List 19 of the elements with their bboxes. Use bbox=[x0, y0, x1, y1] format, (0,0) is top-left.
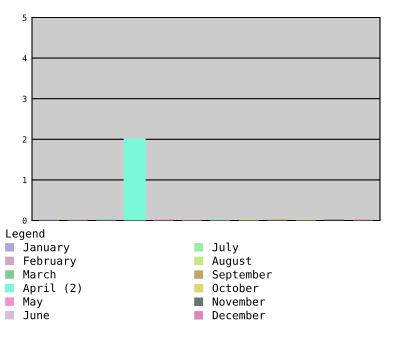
legend-label: November bbox=[212, 297, 266, 306]
y-tick-label: 4 bbox=[22, 55, 27, 62]
y-tick-label: 2 bbox=[22, 136, 26, 142]
legend-label: April (2) bbox=[23, 283, 81, 294]
y-tick-label: 3 bbox=[22, 96, 27, 102]
legend-label: March bbox=[23, 270, 56, 279]
legend-label: January bbox=[23, 243, 70, 254]
legend-label: June bbox=[23, 311, 50, 320]
legend-label: August bbox=[212, 256, 252, 268]
legend-label: December bbox=[212, 310, 266, 320]
legend-title: Legend bbox=[6, 229, 44, 240]
legend-label: July bbox=[212, 242, 238, 254]
legend-label: February bbox=[24, 256, 76, 268]
y-tick-label: 1 bbox=[23, 177, 27, 184]
legend-label: October bbox=[212, 284, 258, 292]
legend-label: May bbox=[23, 297, 43, 308]
y-tick-label: 0 bbox=[22, 218, 27, 224]
y-tick-label: 5 bbox=[22, 14, 26, 21]
legend-label: September bbox=[212, 270, 272, 281]
